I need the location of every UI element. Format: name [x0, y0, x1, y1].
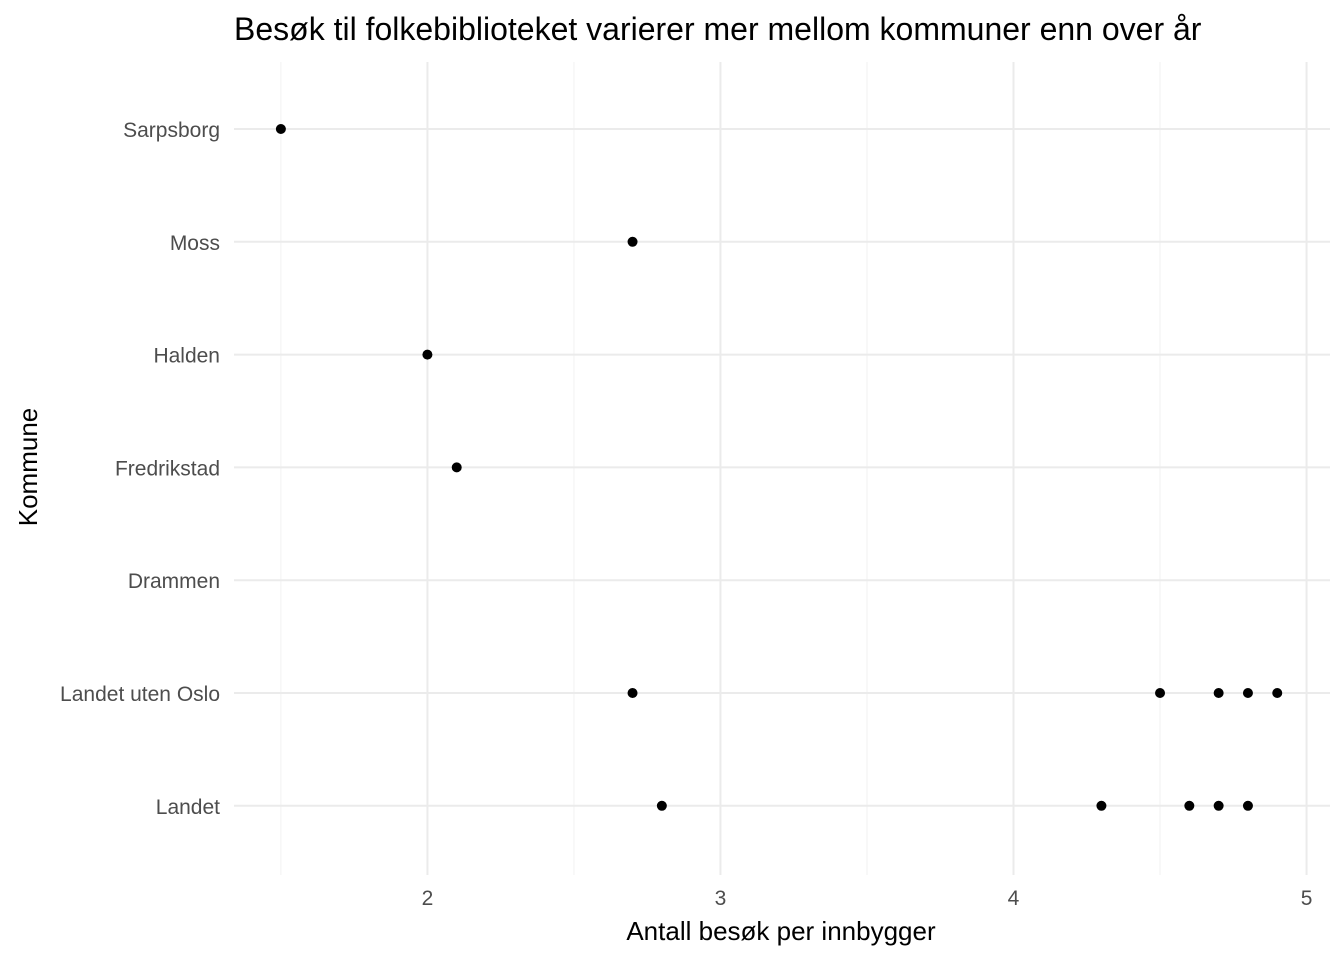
data-point	[1213, 688, 1224, 698]
data-point	[422, 349, 433, 360]
chart-title: Besøk til folkebiblioteket varierer mer …	[234, 11, 1202, 47]
y-tick-label: Halden	[153, 345, 220, 368]
data-point	[1184, 800, 1195, 811]
y-tick-label: Landet uten Oslo	[60, 683, 220, 706]
y-tick-label: Drammen	[128, 570, 220, 593]
data-point	[1213, 800, 1224, 811]
data-point	[1155, 688, 1166, 698]
y-tick-label: Moss	[170, 232, 220, 255]
x-tick-label: 4	[1008, 887, 1020, 910]
y-axis-title: Kommune	[13, 408, 43, 527]
data-point	[1272, 688, 1283, 698]
y-tick-label: Sarpsborg	[123, 119, 220, 142]
data-point	[627, 236, 638, 247]
x-tick-label: 3	[715, 887, 727, 910]
data-point	[1096, 800, 1107, 811]
data-point	[1242, 800, 1253, 811]
x-tick-label: 2	[422, 887, 434, 910]
data-point	[627, 688, 638, 698]
x-tick-label: 5	[1301, 887, 1313, 910]
y-tick-label: Fredrikstad	[115, 457, 220, 480]
data-points	[275, 124, 1283, 811]
data-point	[451, 462, 462, 473]
data-point	[275, 124, 286, 134]
grid-layer	[234, 62, 1330, 875]
y-tick-label: Landet	[156, 796, 220, 819]
x-axis-title: Antall besøk per innbygger	[626, 916, 936, 946]
data-point	[1242, 688, 1253, 698]
tick-labels: 2 3 4 5 Sarpsborg Moss Halden Fredrikstad Dramme…	[60, 119, 1312, 910]
data-point	[656, 800, 667, 811]
